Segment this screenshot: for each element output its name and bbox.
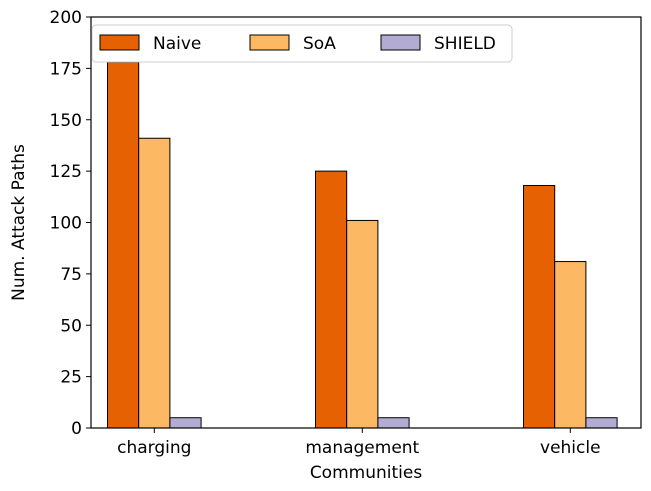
y-tick-label: 125 [50, 162, 82, 182]
bar-shield-charging [169, 417, 202, 429]
bar-shield-management [377, 417, 410, 429]
legend-swatch-naive [99, 34, 140, 51]
legend-swatch-soa [249, 34, 290, 51]
legend-label-shield: SHIELD [434, 34, 496, 54]
legend-swatch-shield [380, 34, 421, 51]
x-tick-label-vehicle: vehicle [540, 438, 601, 458]
bar-soa-vehicle [554, 261, 587, 429]
y-tick-label: 25 [60, 368, 82, 388]
y-axis-label: Num. Attack Paths [9, 144, 29, 301]
x-axis-label: Communities [310, 463, 423, 483]
y-tick-label: 75 [60, 265, 82, 285]
y-tick-label: 100 [50, 214, 82, 234]
legend-label-naive: Naive [153, 34, 201, 54]
x-tick-label-management: management [305, 438, 419, 458]
y-tick-label: 200 [50, 8, 82, 28]
bar-naive-management [315, 170, 348, 429]
bar-naive-vehicle [523, 185, 556, 429]
x-axis: charging management vehicle [117, 428, 601, 458]
legend-label-soa: SoA [303, 34, 336, 54]
y-tick-label: 150 [50, 111, 82, 131]
y-axis: 0 25 50 75 100 125 150 175 200 [50, 8, 91, 439]
bar-soa-management [346, 219, 379, 429]
bar-soa-charging [138, 137, 171, 429]
bars-group [107, 61, 618, 429]
bar-shield-vehicle [585, 417, 618, 429]
legend: Naive SoA SHIELD [91, 24, 513, 63]
legend-frame [91, 24, 513, 63]
y-tick-label: 50 [60, 316, 82, 336]
y-tick-label: 175 [50, 59, 82, 79]
bar-naive-charging [107, 61, 140, 429]
x-tick-label-charging: charging [117, 438, 191, 458]
y-tick-label: 0 [71, 419, 82, 439]
